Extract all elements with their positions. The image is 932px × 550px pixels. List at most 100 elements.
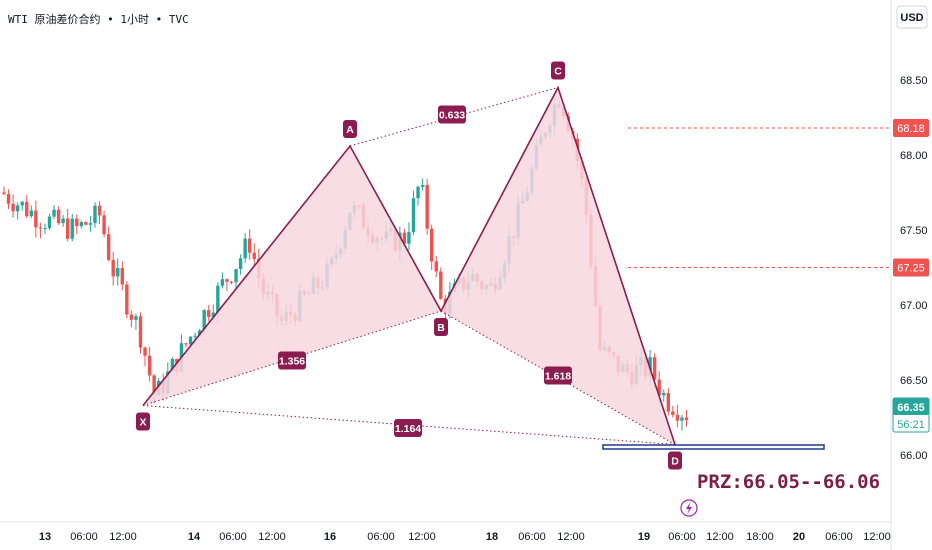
time-tick-label: 12:00 [863, 531, 891, 543]
price-tick-label: 68.00 [900, 150, 928, 162]
candlestick [47, 213, 52, 230]
candlestick [229, 281, 234, 285]
candlestick [439, 267, 443, 300]
time-tick-label: 06:00 [70, 531, 98, 543]
candlestick [671, 406, 675, 418]
time-tick-label: 12:00 [109, 531, 137, 543]
time-tick-label: 06:00 [668, 531, 696, 543]
candlestick [147, 346, 152, 382]
pattern-ratio-line [142, 405, 676, 445]
candlestick [6, 189, 11, 210]
svg-text:67.25: 67.25 [897, 263, 925, 275]
price-level-tag: 67.25 [893, 258, 929, 277]
pattern-fill-bcd [441, 87, 675, 445]
time-tick-label: 06:00 [825, 531, 853, 543]
currency-label: USD [900, 12, 923, 24]
candlestick [225, 278, 229, 292]
candlestick [675, 404, 680, 428]
candlestick [252, 243, 256, 267]
candlestick [434, 255, 438, 278]
pattern-point-c: C [551, 61, 565, 80]
svg-text:0.633: 0.633 [439, 110, 465, 122]
candlestick [207, 305, 211, 322]
candlestick [20, 201, 24, 211]
candlestick [84, 221, 88, 226]
time-tick-label: 12:00 [408, 531, 436, 543]
candlestick [134, 313, 138, 330]
candlestick [93, 202, 97, 228]
candlestick [238, 254, 243, 275]
time-tick-label: 12:00 [258, 531, 286, 543]
prz-box [602, 444, 825, 450]
ratio-xb-label: 1.356 [278, 351, 306, 370]
candlestick [420, 178, 425, 191]
pattern-ratio-line [440, 310, 676, 445]
time-tick-label: 14 [188, 531, 201, 543]
candlestick [248, 229, 252, 260]
candlestick [407, 222, 411, 251]
candlestick [97, 201, 102, 225]
price-tick-label: 66.00 [900, 450, 928, 462]
candlestick [106, 226, 111, 262]
price-tick-label: 66.50 [900, 375, 928, 387]
time-tick-label: 06:00 [367, 531, 395, 543]
svg-text:D: D [671, 456, 679, 468]
time-tick-label: 18 [486, 531, 498, 543]
candlestick [11, 194, 15, 218]
currency-button[interactable]: USD [896, 5, 928, 29]
candlestick [138, 312, 143, 354]
candlestick [411, 190, 416, 235]
svg-text:56:21: 56:21 [897, 419, 925, 431]
time-tick-label: 18:00 [746, 531, 774, 543]
candlestick [680, 414, 684, 431]
candlestick [29, 205, 33, 219]
candlestick [79, 220, 84, 229]
ratio-xd-label: 1.164 [394, 419, 422, 437]
candlestick [243, 233, 247, 263]
candlestick [15, 202, 20, 220]
pattern-fill-xab [143, 146, 441, 406]
candlestick [125, 281, 129, 319]
candlestick [666, 388, 670, 416]
svg-text:1.164: 1.164 [395, 423, 421, 435]
price-level-tag: 68.18 [893, 119, 929, 137]
candlestick [662, 389, 666, 402]
candlestick [25, 194, 29, 218]
ratio-ac-label: 0.633 [438, 105, 466, 124]
candlestick [38, 222, 43, 239]
time-tick-label: 12:00 [706, 531, 734, 543]
time-tick-label: 06:00 [518, 531, 546, 543]
svg-text:68.18: 68.18 [897, 123, 925, 135]
candlestick [102, 210, 106, 238]
svg-text:66.35: 66.35 [897, 402, 925, 414]
candlestick [75, 214, 79, 235]
pattern-point-b: B [434, 318, 448, 336]
candlestick [56, 206, 61, 225]
svg-text:B: B [437, 322, 445, 334]
candlestick [2, 186, 6, 196]
svg-text:1.356: 1.356 [279, 356, 305, 368]
candlestick [66, 208, 70, 242]
lightning-icon[interactable] [680, 499, 698, 517]
candlestick [43, 223, 47, 235]
candlestick [234, 268, 238, 289]
pattern-point-x: X [136, 412, 150, 431]
time-tick-label: 19 [638, 531, 650, 543]
candlestick [111, 251, 115, 286]
candlestick [34, 200, 38, 238]
candlestick [120, 261, 124, 291]
pattern-point-a: A [343, 120, 357, 138]
candlestick [61, 214, 65, 227]
time-tick-label: 13 [39, 531, 51, 543]
candlestick [220, 272, 225, 289]
candlestick [70, 213, 74, 242]
svg-text:A: A [346, 124, 354, 136]
candlestick [684, 409, 689, 427]
current-price-tag: 66.35 56:21 [892, 397, 930, 433]
candlestick [425, 179, 429, 235]
time-tick-label: 16 [324, 531, 336, 543]
pattern-point-d: D [668, 451, 682, 470]
candlestick [416, 185, 420, 206]
svg-text:X: X [139, 417, 146, 429]
